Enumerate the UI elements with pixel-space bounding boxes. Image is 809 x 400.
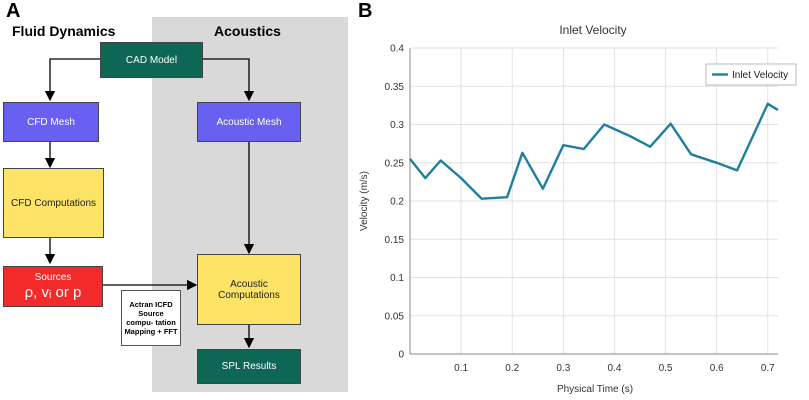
y-tick-label: 0.3: [390, 120, 404, 131]
chart-legend: Inlet Velocity: [705, 63, 797, 86]
acoustic-mesh-box: Acoustic Mesh: [197, 102, 301, 142]
y-tick-label: 0.25: [385, 158, 405, 169]
x-tick-labels: 0.1 0.2 0.3 0.4 0.5 0.6 0.7: [454, 363, 775, 374]
series-line-inlet-velocity: [409, 102, 779, 200]
x-tick-label: 0.6: [710, 363, 724, 374]
chart-axes: [409, 48, 778, 355]
x-tick-label: 0.7: [761, 363, 775, 374]
x-tick-label: 0.5: [659, 363, 673, 374]
spl-results-box: SPL Results: [197, 349, 301, 384]
y-tick-labels: 0 0.05 0.1 0.15 0.2 0.25 0.3 0.35 0.4: [385, 44, 405, 361]
x-tick-label: 0.3: [556, 363, 570, 374]
cad-model-box: CAD Model: [100, 42, 203, 78]
panel-label-a: A: [6, 0, 21, 22]
fluid-dynamics-heading: Fluid Dynamics: [12, 23, 116, 39]
sources-box: Sources ρ, vᵢ or p: [3, 266, 103, 307]
y-tick-label: 0.1: [390, 273, 404, 284]
y-tick-label: 0.15: [385, 235, 405, 246]
actran-note-box: Actran ICFD Source compu- tation Mapping…: [121, 290, 181, 346]
acoustics-heading: Acoustics: [214, 23, 281, 39]
panel-label-b: B: [358, 0, 373, 22]
y-tick-label: 0.35: [385, 82, 405, 93]
x-tick-label: 0.2: [505, 363, 519, 374]
y-tick-label: 0.2: [390, 197, 404, 208]
sources-title: Sources: [34, 272, 72, 283]
diagram-connectors: [44, 58, 255, 349]
x-tick-label: 0.4: [607, 363, 621, 374]
y-axis-label: Velocity (m/s): [359, 171, 370, 231]
chart-title: Inlet Velocity: [559, 23, 626, 37]
legend-box: [705, 63, 797, 86]
legend-label: Inlet Velocity: [732, 70, 788, 81]
acoustics-region: [152, 17, 348, 392]
y-tick-label: 0.05: [385, 311, 405, 322]
y-tick-label: 0.4: [390, 44, 404, 55]
acoustic-computations-box: Acoustic Computations: [197, 254, 301, 325]
sources-formula: ρ, vᵢ or p: [24, 284, 82, 301]
inlet-velocity-chart: Inlet Velocity 0 0.05 0.1 0.15 0.2 0.25 0.3 0.3…: [359, 23, 797, 395]
cfd-mesh-box: CFD Mesh: [3, 102, 99, 142]
arrow-cad-to-acoustic-mesh: [203, 58, 255, 102]
x-tick-label: 0.1: [454, 363, 468, 374]
y-tick-label: 0: [398, 350, 404, 361]
x-axis-label: Physical Time (s): [557, 384, 633, 395]
chart-grid: [410, 47, 778, 355]
arrow-cad-to-cfd-mesh: [44, 58, 100, 102]
cfd-computations-box: CFD Computations: [3, 168, 104, 238]
